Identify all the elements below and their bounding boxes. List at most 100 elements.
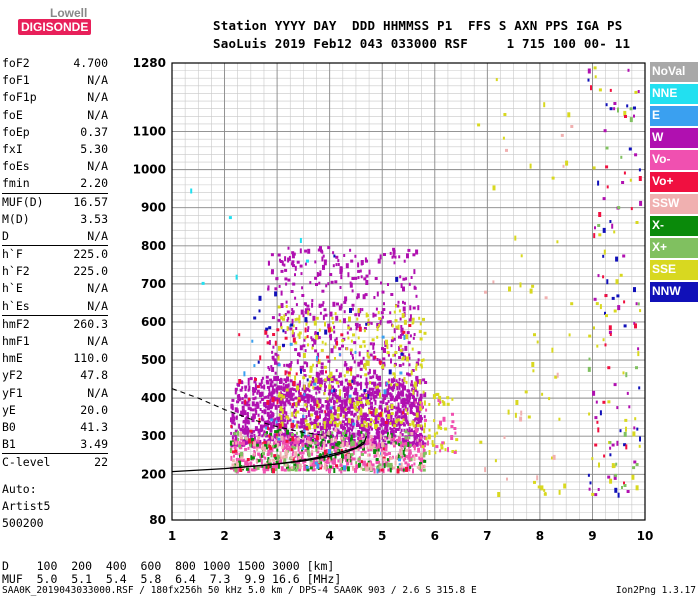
echo-point xyxy=(415,429,419,433)
echo-point xyxy=(634,323,637,329)
echo-point xyxy=(265,426,268,430)
echo-point xyxy=(320,430,323,434)
echo-point xyxy=(360,407,363,411)
echo-point xyxy=(319,270,322,276)
echo-point xyxy=(443,401,446,405)
echo-point xyxy=(329,453,333,457)
echo-point xyxy=(292,392,295,396)
echo-point xyxy=(407,442,410,447)
echo-point xyxy=(421,445,425,449)
autoscaling-info: Auto: Artist5 500200 xyxy=(2,481,50,532)
echo-point xyxy=(258,429,261,432)
echo-point xyxy=(349,281,352,285)
echo-point xyxy=(346,460,350,466)
echo-point xyxy=(354,376,357,380)
echo-point xyxy=(321,432,324,436)
echo-point xyxy=(616,440,619,446)
echo-point xyxy=(304,448,307,452)
echo-point xyxy=(378,406,381,410)
echo-point xyxy=(269,382,273,388)
echo-point xyxy=(354,254,357,258)
param-name: M(D) xyxy=(2,211,30,226)
echo-point xyxy=(329,371,333,377)
echo-point xyxy=(266,399,270,405)
echo-point xyxy=(339,319,342,323)
echo-point xyxy=(373,313,377,317)
echo-point xyxy=(262,468,266,474)
echo-point xyxy=(323,308,327,312)
echo-point xyxy=(344,411,348,415)
echo-point xyxy=(390,344,393,348)
echo-point xyxy=(617,107,619,113)
echo-point xyxy=(262,424,265,428)
echo-point xyxy=(244,385,248,389)
echo-point xyxy=(421,464,423,470)
echo-point xyxy=(319,453,322,457)
echo-point xyxy=(254,396,257,400)
echo-point xyxy=(306,378,309,382)
echo-point xyxy=(402,356,406,360)
param-name: yF2 xyxy=(2,368,23,383)
echo-point xyxy=(353,341,357,345)
echo-point xyxy=(282,449,284,452)
echo-point xyxy=(323,259,327,263)
echo-point xyxy=(268,367,271,371)
echo-point xyxy=(375,449,378,453)
echo-point xyxy=(617,305,621,311)
x-tick-label: 8 xyxy=(536,529,544,543)
echo-point xyxy=(597,488,600,491)
echo-point xyxy=(593,66,597,70)
echo-point xyxy=(406,399,410,405)
echo-point xyxy=(338,353,341,356)
echo-point xyxy=(270,414,273,418)
echo-point xyxy=(395,325,398,329)
echo-point xyxy=(613,230,616,234)
echo-point xyxy=(257,452,261,456)
echo-point xyxy=(238,460,242,466)
echo-point xyxy=(593,326,595,330)
echo-point xyxy=(268,326,272,330)
echo-point xyxy=(391,455,394,459)
echo-point xyxy=(324,412,327,418)
echo-point xyxy=(370,461,373,465)
echo-point xyxy=(495,78,498,82)
echo-point xyxy=(255,409,258,415)
echo-point xyxy=(617,206,621,210)
echo-point xyxy=(393,261,396,265)
echo-point xyxy=(356,419,359,425)
echo-point xyxy=(343,254,346,257)
echo-point xyxy=(446,396,450,400)
echo-point xyxy=(291,402,294,406)
echo-point xyxy=(633,287,636,293)
echo-point xyxy=(261,415,263,421)
echo-point xyxy=(275,397,278,401)
echo-point xyxy=(245,460,248,466)
echo-point xyxy=(402,418,405,422)
echo-point xyxy=(314,349,318,353)
echo-point xyxy=(384,463,387,467)
echo-point xyxy=(629,178,632,182)
echo-point xyxy=(594,493,598,497)
echo-point xyxy=(625,426,627,432)
echo-point xyxy=(317,359,321,365)
echo-point xyxy=(232,441,234,445)
echo-point xyxy=(352,379,356,385)
echo-point xyxy=(318,273,322,277)
echo-point xyxy=(345,422,348,426)
echo-point xyxy=(300,272,303,276)
echo-point xyxy=(365,280,369,285)
echo-point xyxy=(351,353,354,357)
echo-point xyxy=(365,383,368,389)
echo-point xyxy=(405,334,409,340)
echo-point xyxy=(278,313,281,317)
echo-point xyxy=(325,284,328,288)
echo-point xyxy=(355,447,359,451)
y-tick-label: 400 xyxy=(141,391,166,405)
echo-point xyxy=(318,336,321,340)
echo-point xyxy=(351,289,354,293)
echo-point xyxy=(257,436,261,440)
echo-point xyxy=(322,452,325,456)
echo-point xyxy=(403,442,406,446)
echo-point xyxy=(338,393,341,397)
echo-point xyxy=(271,391,274,395)
